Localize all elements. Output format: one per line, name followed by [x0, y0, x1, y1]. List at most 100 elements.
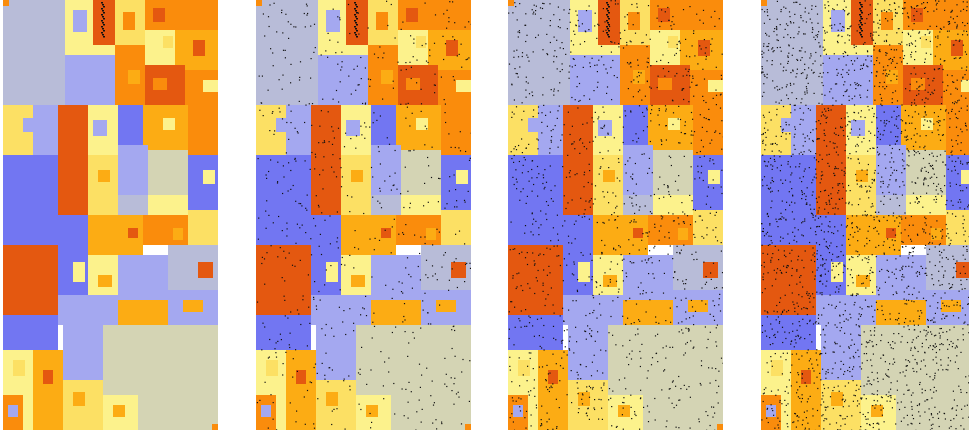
noise-dot	[893, 169, 895, 171]
noise-dot	[780, 126, 782, 128]
noise-dot	[827, 248, 829, 250]
noise-dot	[430, 323, 432, 325]
noise-dot	[857, 230, 859, 232]
noise-dot	[843, 351, 845, 353]
noise-dot	[670, 195, 672, 198]
noise-dot	[373, 312, 375, 314]
noise-dot	[322, 188, 324, 190]
noise-dot	[888, 58, 890, 61]
noise-dot	[519, 66, 521, 68]
region-accent	[886, 70, 898, 84]
noise-dot	[651, 109, 653, 111]
noise-dot	[935, 196, 937, 198]
noise-dot	[637, 64, 639, 66]
noise-dot	[941, 191, 943, 193]
noise-dot	[878, 27, 880, 29]
noise-dot	[884, 281, 886, 283]
noise-dot	[881, 176, 883, 178]
noise-dot	[880, 200, 882, 202]
noise-dot	[571, 402, 573, 404]
noise-dot	[562, 166, 564, 168]
noise-dot	[886, 85, 888, 88]
noise-dot	[848, 138, 850, 140]
noise-dot	[379, 202, 381, 204]
noise-dot	[787, 392, 789, 394]
noise-dot	[583, 186, 585, 188]
noise-dot	[631, 262, 633, 264]
noise-dot	[267, 427, 269, 429]
noise-dot	[629, 40, 631, 42]
noise-dot	[841, 399, 843, 401]
noise-dot	[966, 278, 968, 281]
noise-dot	[924, 72, 926, 74]
noise-dot	[869, 383, 871, 385]
noise-dot	[649, 299, 651, 301]
noise-dot	[721, 272, 723, 274]
noise-dot	[893, 161, 895, 163]
noise-dot	[438, 177, 440, 179]
noise-dot	[283, 295, 285, 297]
noise-dot	[884, 125, 886, 127]
noise-dot	[635, 204, 637, 206]
noise-dot	[924, 61, 926, 63]
noise-dot	[801, 190, 803, 192]
noise-dot	[844, 423, 846, 425]
noise-dot	[814, 255, 816, 258]
noise-dot	[401, 282, 403, 284]
noise-dot	[569, 65, 571, 67]
noise-dot	[347, 3, 350, 6]
noise-dot	[842, 186, 844, 188]
noise-dot	[777, 226, 779, 228]
noise-dot	[630, 358, 633, 360]
noise-dot	[781, 216, 783, 218]
noise-dot	[553, 36, 555, 38]
noise-dot	[716, 324, 718, 326]
noise-dot	[915, 152, 917, 154]
noise-dot	[674, 75, 676, 77]
noise-dot	[934, 372, 936, 374]
noise-dot	[428, 165, 430, 167]
noise-dot	[805, 77, 807, 80]
noise-dot	[274, 130, 276, 132]
noise-dot	[793, 22, 795, 24]
noise-dot	[405, 103, 407, 105]
noise-dot	[683, 98, 685, 101]
noise-dot	[704, 326, 706, 328]
noise-dot	[802, 419, 804, 421]
noise-dot	[953, 304, 955, 306]
region-accent	[153, 78, 167, 90]
noise-dot	[966, 250, 968, 252]
noise-dot	[944, 9, 946, 11]
noise-dot	[806, 410, 808, 412]
noise-dot	[574, 99, 576, 101]
noise-dot	[522, 164, 524, 166]
noise-dot	[846, 71, 848, 74]
noise-dot	[656, 60, 658, 63]
noise-dot	[845, 90, 848, 92]
noise-dot	[544, 186, 546, 188]
noise-dot	[403, 303, 406, 305]
noise-dot	[810, 53, 812, 55]
noise-dot	[848, 347, 850, 349]
noise-dot	[258, 217, 260, 219]
noise-dot	[844, 399, 847, 401]
noise-dot	[799, 325, 801, 327]
noise-dot	[516, 19, 518, 21]
noise-dot	[284, 57, 286, 59]
noise-dot	[858, 403, 860, 405]
noise-dot	[828, 201, 830, 203]
noise-dot	[932, 80, 934, 82]
noise-dot	[914, 111, 916, 113]
noise-dot	[855, 84, 857, 86]
noise-dot	[612, 300, 614, 302]
noise-dot	[295, 242, 297, 244]
region-block	[88, 155, 118, 215]
noise-dot	[936, 121, 938, 123]
noise-dot	[906, 44, 908, 46]
noise-dot	[804, 220, 806, 222]
noise-dot	[877, 165, 880, 167]
noise-dot	[783, 36, 785, 38]
noise-dot	[465, 263, 467, 265]
noise-dot	[697, 63, 699, 65]
noise-dot	[889, 313, 891, 315]
